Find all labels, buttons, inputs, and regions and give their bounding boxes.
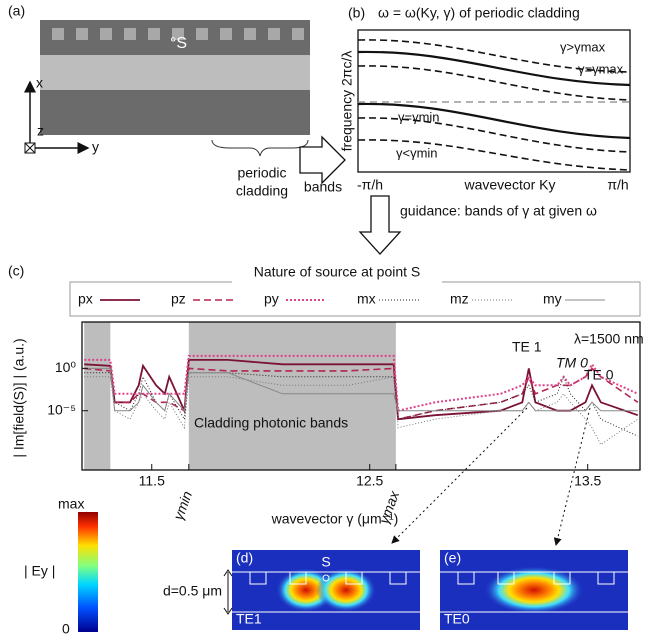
block-arrow [358, 195, 402, 255]
substrate [40, 90, 310, 135]
grating [249, 572, 407, 585]
series-line [84, 367, 639, 421]
interface [440, 571, 628, 613]
field-lobe [316, 568, 376, 612]
annotation: λ=1500 nm [574, 331, 644, 347]
block-arrow [299, 135, 346, 185]
panel-label: (b) [348, 5, 365, 21]
guidance-label: guidance: bands of γ at given ω [400, 203, 597, 219]
thickness-label: d=0.5 μm [163, 583, 222, 599]
x-tick-label: 11.5 [139, 473, 165, 489]
x-axis-label: wavevector Ky [463, 177, 555, 193]
band-curve [357, 39, 631, 73]
grating [457, 572, 615, 585]
thickness-bar [223, 569, 233, 615]
panel-e: (e) TE0 [440, 550, 628, 630]
axis-label: y [92, 139, 99, 155]
panel-d: (d) S TE1 d=0.5 μm [163, 550, 420, 630]
mode-label: TE0 [444, 611, 470, 627]
legend-label: py [264, 291, 279, 307]
y-axis-label: frequency 2πc/λ [339, 51, 355, 152]
x-axis-label: wavevector γ (μm⁻¹) [271, 511, 399, 527]
x-tick-label: 13.5 [574, 473, 601, 489]
curve-label: γ<γmin [396, 145, 438, 160]
legend-title-bg [232, 272, 442, 288]
colorbar-gradient [78, 512, 98, 632]
interface [232, 571, 420, 613]
source-point [322, 574, 330, 582]
axis-label: x [36, 75, 43, 91]
colorbar-max: max [58, 496, 84, 512]
band-curve [357, 139, 631, 171]
panel-label: (e) [444, 550, 461, 566]
shaded-region [188, 322, 396, 470]
plot-frame [81, 321, 641, 471]
annotation: TE 0 [584, 367, 614, 383]
pointer [553, 407, 591, 546]
legend-title: Nature of source at point S [254, 264, 421, 280]
brace [211, 139, 309, 157]
shaded-region [84, 322, 111, 470]
curve-label: γ=γmin [398, 109, 440, 124]
band-curve [357, 65, 631, 101]
gamma-label: γmin [170, 489, 195, 522]
series-line [84, 367, 638, 412]
colorbar-label: | Ey | [24, 563, 55, 579]
grating-teeth [52, 28, 304, 40]
cladding-label: periodic [237, 165, 286, 181]
series-line [84, 372, 639, 437]
x-tick-label: π/h [607, 177, 628, 193]
colorbar-min: 0 [62, 621, 70, 637]
cladding-label: cladding [236, 183, 288, 199]
x-tick-label: -π/h [357, 177, 383, 193]
panel-c: (c) Nature of source at point S | Im[fie… [8, 263, 644, 527]
gamma-label: γmax [376, 488, 403, 526]
annotation: TM 0 [556, 355, 588, 371]
annotation: Cladding photonic bands [194, 415, 348, 431]
annotation: TE 1 [512, 339, 542, 355]
panel-b: (b) ω = ω(Ky, γ) of periodic cladding γ>… [339, 5, 631, 255]
panel-label: (c) [8, 263, 24, 279]
band-curve [357, 117, 631, 153]
legend-label: pz [171, 291, 186, 307]
mode-label: TE1 [236, 611, 262, 627]
panel-label: (d) [236, 550, 253, 566]
core [40, 55, 310, 90]
legend-label: mz [450, 291, 469, 307]
series-line [84, 376, 639, 446]
arrow-label: bands [304, 179, 342, 195]
pointer [391, 407, 528, 544]
x-tick-label: 12.5 [356, 473, 383, 489]
legend-label: px [78, 291, 93, 307]
z-symbol [24, 142, 36, 154]
y-tick-label: 10⁻⁵ [47, 401, 76, 417]
curve-label: γ>γmax [560, 39, 606, 54]
panel-title: ω = ω(Ky, γ) of periodic cladding [378, 5, 580, 21]
source-label: S [321, 554, 330, 570]
axis-label: z [37, 123, 44, 139]
band-curve [357, 102, 631, 140]
legend-label: my [543, 291, 562, 307]
curve-label: γ=γmax [578, 61, 624, 76]
band-curve [357, 50, 631, 87]
colorbar: max | Ey | 0 [24, 496, 98, 637]
source-label: °S [170, 35, 187, 52]
legend-label: mx [357, 291, 376, 307]
y-tick-label: 10⁰ [55, 359, 77, 375]
field-lobe [484, 566, 584, 614]
panel-a: (a) °S x z y periodic cladding bands [8, 3, 346, 199]
y-axis-label: | Im[field(S)] | (a.u.) [11, 338, 27, 457]
panel-label: (a) [8, 3, 25, 19]
